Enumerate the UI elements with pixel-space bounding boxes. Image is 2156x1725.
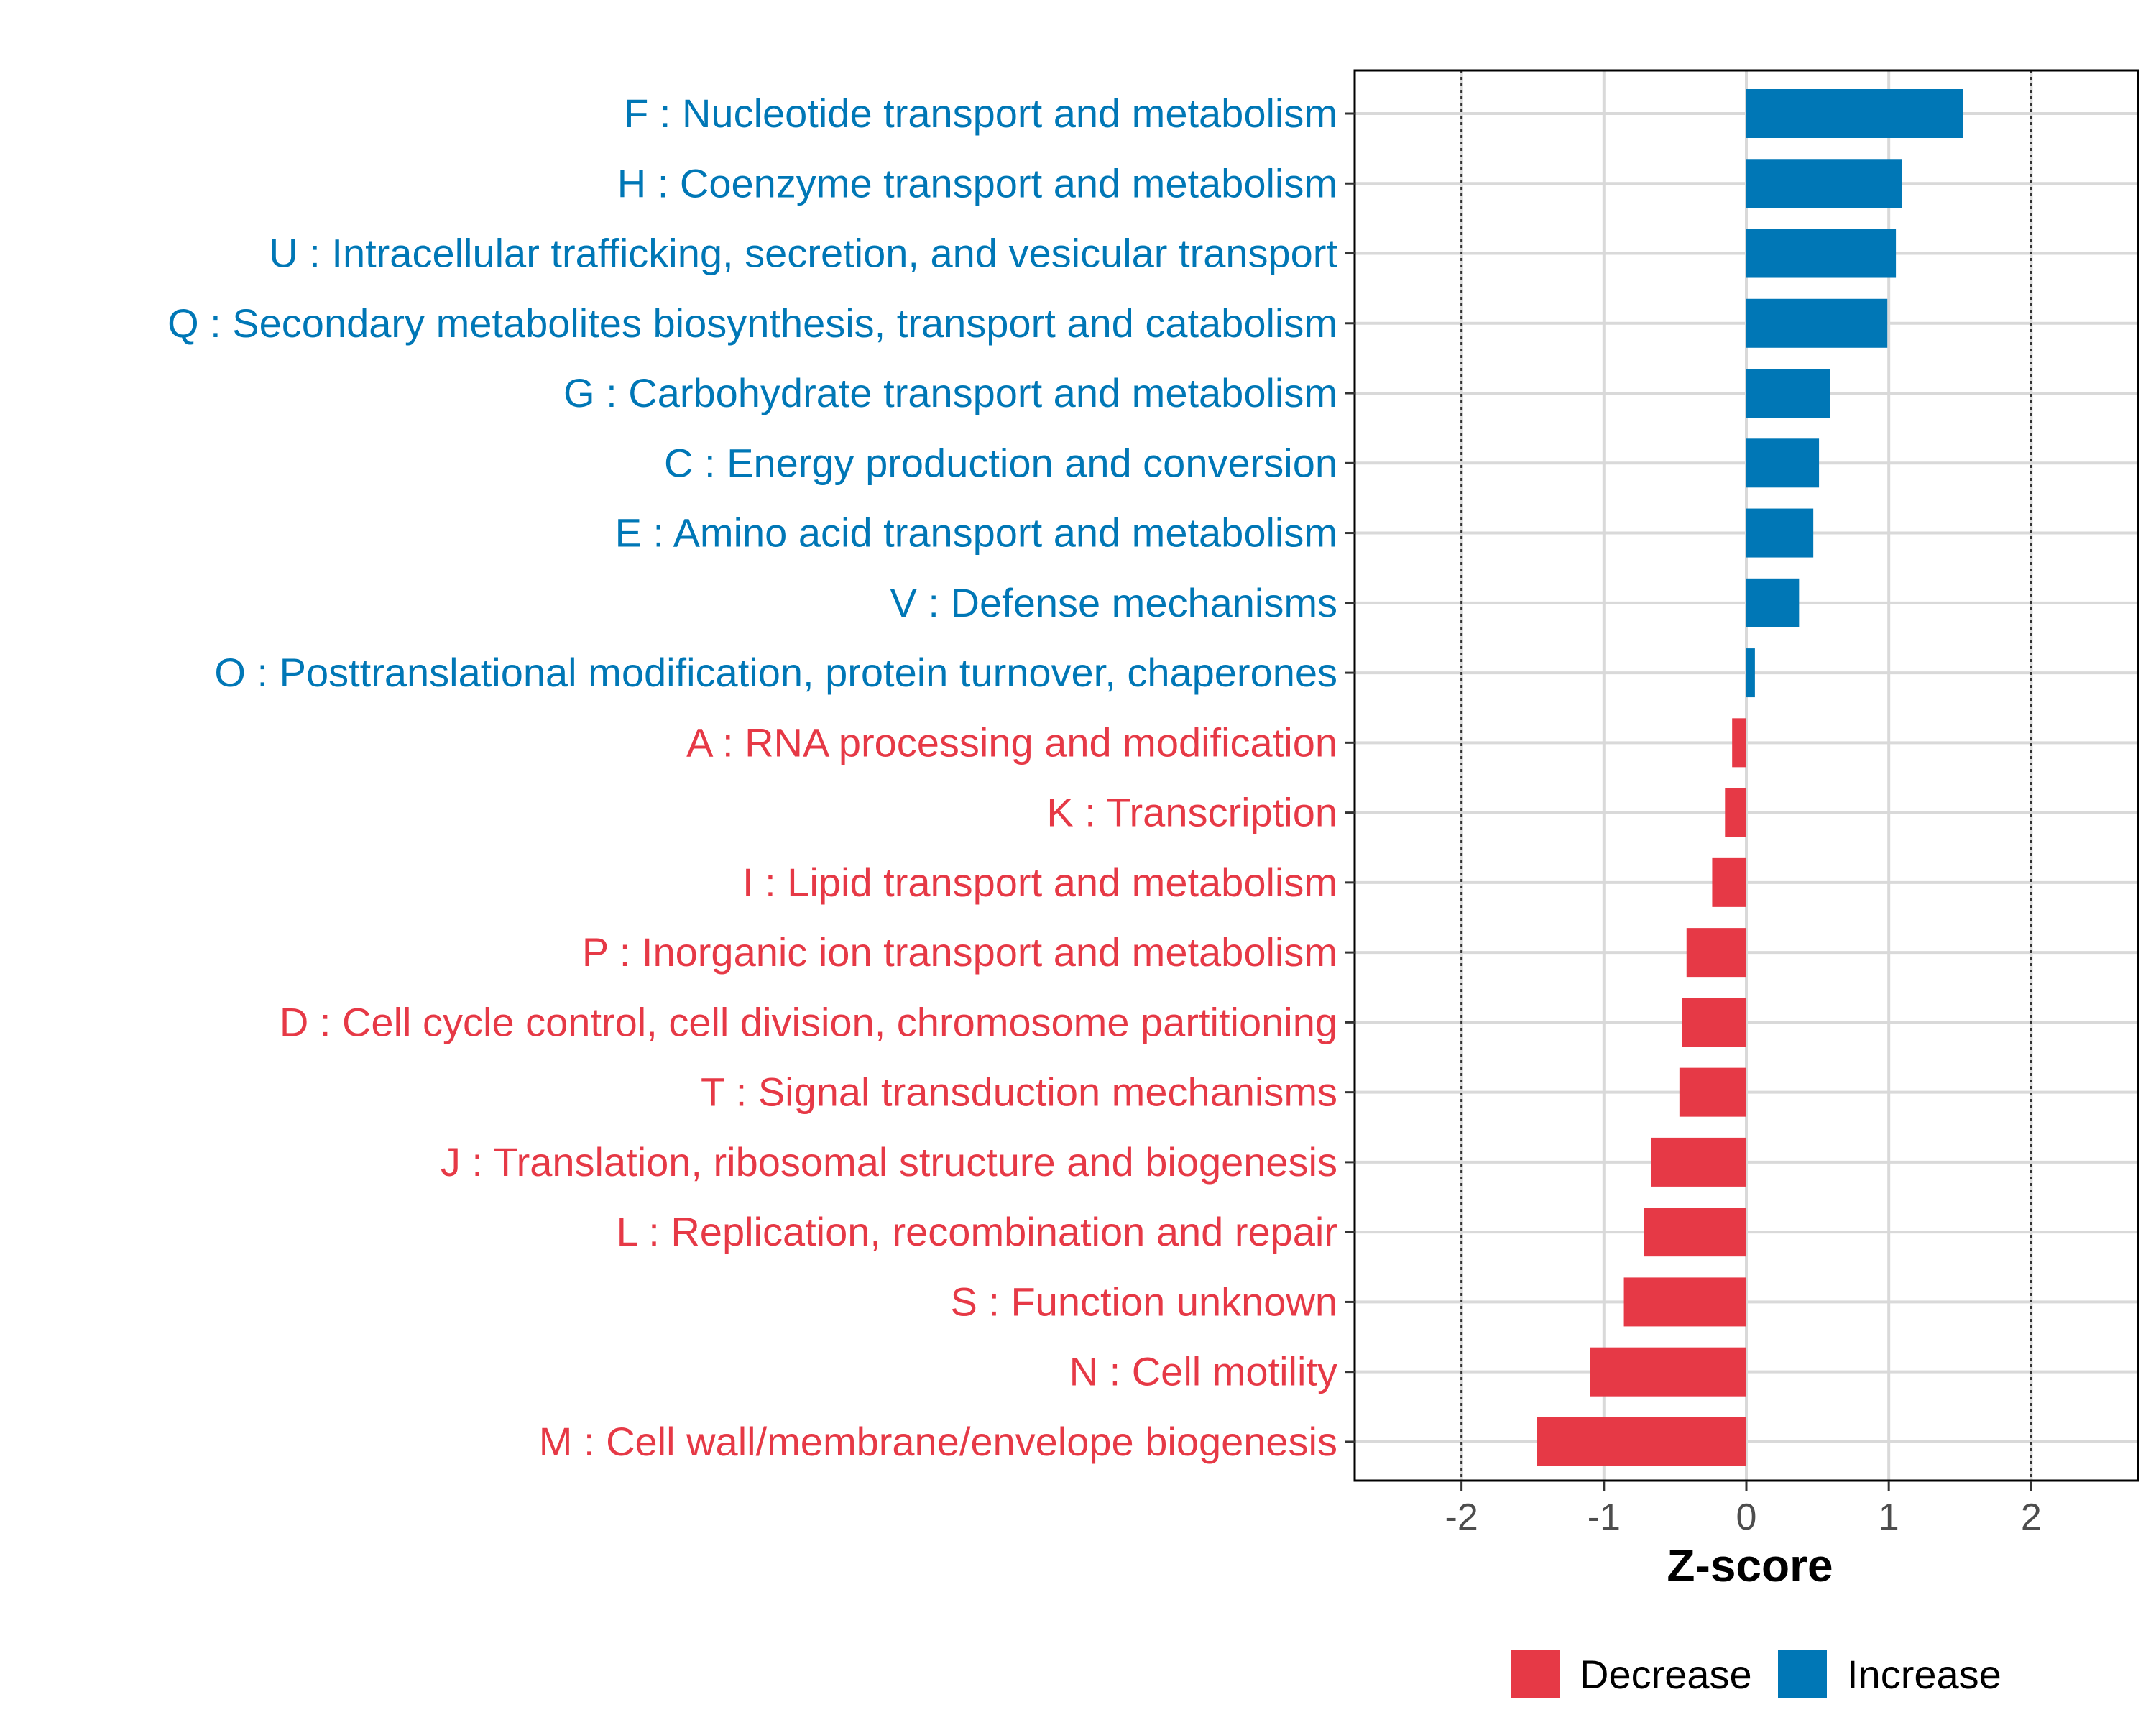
bar-increase [1746,438,1820,488]
bar-decrease [1682,998,1746,1047]
bar-decrease [1712,857,1746,907]
bar-increase [1746,229,1897,278]
bar-decrease [1590,1347,1746,1397]
x-tick-label: 1 [1879,1496,1899,1538]
bar-increase [1746,578,1800,627]
legend-swatch-increase [1778,1650,1827,1698]
x-axis-title: Z-score [1667,1540,1833,1591]
y-tick-label: C : Energy production and conversion [664,440,1337,485]
y-tick-label: J : Translation, ribosomal structure and… [441,1139,1337,1184]
y-axis-ticks [1345,112,1355,1443]
y-tick-label: N : Cell motility [1069,1349,1337,1394]
legend: Decrease Increase [1511,1650,2001,1698]
x-tick-label: 2 [2021,1496,2042,1538]
bar-increase [1746,89,1963,138]
bar-decrease [1686,928,1746,978]
legend-label-decrease: Decrease [1580,1652,1752,1697]
legend-swatch-decrease [1511,1650,1560,1698]
bar-increase [1746,648,1755,698]
x-tick-label: -1 [1588,1496,1621,1538]
y-tick-label: P : Inorganic ion transport and metaboli… [582,929,1337,975]
legend-label-increase: Increase [1847,1652,2001,1697]
y-tick-label: M : Cell wall/membrane/envelope biogenes… [539,1419,1337,1464]
bar-increase [1746,508,1814,558]
y-tick-label: D : Cell cycle control, cell division, c… [280,999,1337,1044]
y-tick-label: K : Transcription [1046,790,1337,835]
y-tick-label: L : Replication, recombination and repai… [617,1209,1337,1254]
bar-increase [1746,159,1902,208]
y-tick-label: I : Lipid transport and metabolism [742,860,1337,905]
y-axis-tick-labels: F : Nucleotide transport and metabolism H… [167,91,1337,1464]
x-axis-tick-labels: -2 -1 0 1 2 [1445,1496,2042,1538]
bar-decrease [1537,1417,1746,1466]
bar-decrease [1644,1208,1746,1257]
x-tick-label: -2 [1445,1496,1478,1538]
bar-decrease [1651,1137,1746,1187]
y-tick-label: H : Coenzyme transport and metabolism [617,160,1337,206]
y-tick-label: A : RNA processing and modification [686,719,1337,765]
y-tick-label: F : Nucleotide transport and metabolism [624,91,1337,136]
bar-decrease [1732,718,1746,768]
bar-decrease [1623,1277,1746,1327]
x-axis-ticks [1460,1481,2032,1491]
y-tick-label: G : Carbohydrate transport and metabolis… [563,370,1337,415]
y-tick-label: O : Posttranslational modification, prot… [214,650,1337,695]
y-tick-label: V : Defense mechanisms [890,580,1337,625]
x-tick-label: 0 [1736,1496,1757,1538]
bar-decrease [1679,1067,1746,1117]
bar-increase [1746,369,1830,418]
bar-decrease [1725,788,1746,837]
bars [1537,89,1963,1466]
y-tick-label: T : Signal transduction mechanisms [701,1070,1337,1115]
y-tick-label: Q : Secondary metabolites biosynthesis, … [167,300,1337,346]
y-tick-label: S : Function unknown [950,1279,1337,1324]
y-tick-label: E : Amino acid transport and metabolism [615,510,1337,556]
y-tick-label: U : Intracellular trafficking, secretion… [269,231,1337,276]
bar-increase [1746,298,1888,348]
